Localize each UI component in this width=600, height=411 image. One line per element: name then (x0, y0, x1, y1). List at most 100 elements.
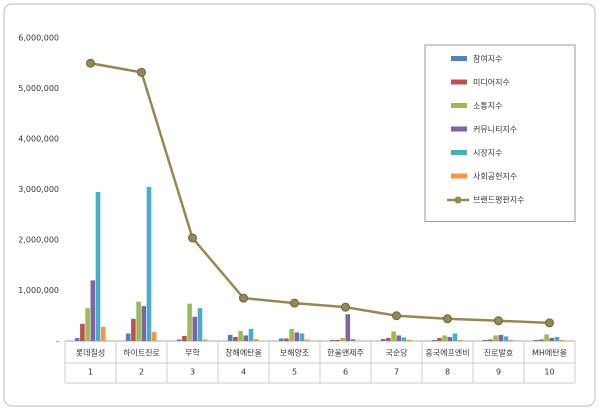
x-tick-number: 1 (88, 368, 93, 377)
legend-box (424, 44, 576, 222)
bar (503, 336, 509, 341)
x-tick-label: 진로발효 (484, 348, 513, 358)
y-tick-label: 5,000,000 (18, 84, 59, 93)
bar (182, 335, 187, 341)
legend-label: 커뮤니티지수 (473, 124, 517, 134)
y-tick-label: 4,000,000 (18, 135, 59, 144)
x-tick-label: 하이트진로 (123, 348, 160, 358)
bar (192, 316, 198, 341)
legend-label: 사회공헌지수 (473, 172, 517, 181)
line-marker (341, 302, 350, 312)
bar (452, 333, 458, 341)
legend-swatch (451, 56, 467, 61)
bar (187, 303, 192, 341)
x-tick-label: 보해양조 (280, 348, 309, 358)
bar (533, 339, 539, 341)
bar (90, 280, 96, 341)
line-marker (239, 293, 248, 303)
bar (544, 334, 549, 341)
y-tick-label: - (56, 337, 59, 346)
bar (380, 338, 386, 341)
bar (508, 339, 514, 341)
bar (335, 339, 340, 341)
bar (74, 337, 80, 341)
line-marker (137, 67, 146, 77)
bar (406, 339, 412, 341)
bar (457, 339, 463, 341)
x-tick-number: 10 (544, 368, 554, 377)
x-tick-number: 2 (139, 368, 144, 377)
legend-label: 시장지수 (473, 148, 502, 158)
bar (151, 331, 157, 341)
bar (431, 339, 437, 341)
bar (386, 337, 391, 341)
bar (329, 339, 335, 341)
legend-label: 미디어지수 (473, 77, 510, 87)
x-tick-number: 4 (241, 368, 246, 377)
bar (437, 337, 442, 341)
bar (284, 338, 289, 341)
bar (202, 339, 208, 341)
x-tick-number: 5 (292, 368, 297, 377)
line-marker (545, 318, 554, 328)
x-tick-label: 무학 (185, 348, 200, 358)
bar (539, 339, 544, 341)
bar (146, 186, 152, 341)
x-tick-label: 롯데칠성 (76, 349, 105, 358)
bar (95, 192, 101, 341)
legend-swatch (451, 103, 467, 108)
bar (176, 339, 182, 341)
legend-swatch (451, 173, 467, 179)
legend-swatch (451, 79, 467, 85)
legend-label: 참여지수 (473, 54, 502, 64)
bar (482, 339, 488, 341)
bar (391, 331, 396, 341)
x-tick-label: 창해에탄올 (225, 348, 262, 358)
line-marker (392, 311, 401, 321)
x-tick-label: 국순당 (385, 348, 408, 358)
bar (131, 318, 136, 341)
bar (85, 308, 90, 341)
bar (559, 339, 565, 341)
bar (227, 334, 233, 341)
bar (396, 335, 402, 341)
y-tick-label: 3,000,000 (18, 185, 59, 194)
x-tick-number: 7 (394, 368, 399, 377)
legend-marker (454, 196, 462, 204)
line (90, 62, 550, 325)
bar (100, 326, 106, 341)
line-marker (290, 298, 299, 308)
bar (125, 333, 131, 341)
x-tick-number: 8 (445, 368, 450, 377)
bar (340, 337, 345, 341)
bar (350, 338, 356, 341)
x-tick-label: 흥국에프엔비 (425, 348, 469, 358)
legend-label: 브랜드평판지수 (473, 195, 525, 205)
x-tick-number: 6 (343, 368, 348, 377)
line-marker (443, 314, 452, 324)
bar (141, 306, 147, 341)
bar (253, 338, 259, 341)
x-tick-label: 한울앤제주 (327, 348, 364, 358)
line-marker (188, 233, 197, 243)
x-tick-label: MH에탄올 (532, 348, 567, 358)
bar (289, 328, 294, 341)
line-marker (86, 58, 95, 68)
bar (248, 328, 254, 341)
bar (549, 337, 555, 341)
bar (447, 336, 453, 341)
bar (401, 337, 407, 341)
y-tick-label: 6,000,000 (18, 34, 59, 43)
bar (278, 338, 284, 341)
bar (345, 314, 351, 341)
bar (197, 308, 203, 341)
bar (488, 339, 493, 341)
bar (493, 335, 498, 341)
x-tick-number: 9 (496, 368, 501, 377)
bar (299, 333, 305, 341)
y-tick-label: 1,000,000 (18, 286, 59, 295)
bar (243, 335, 249, 341)
legend-swatch (451, 126, 467, 132)
bar (136, 301, 141, 341)
